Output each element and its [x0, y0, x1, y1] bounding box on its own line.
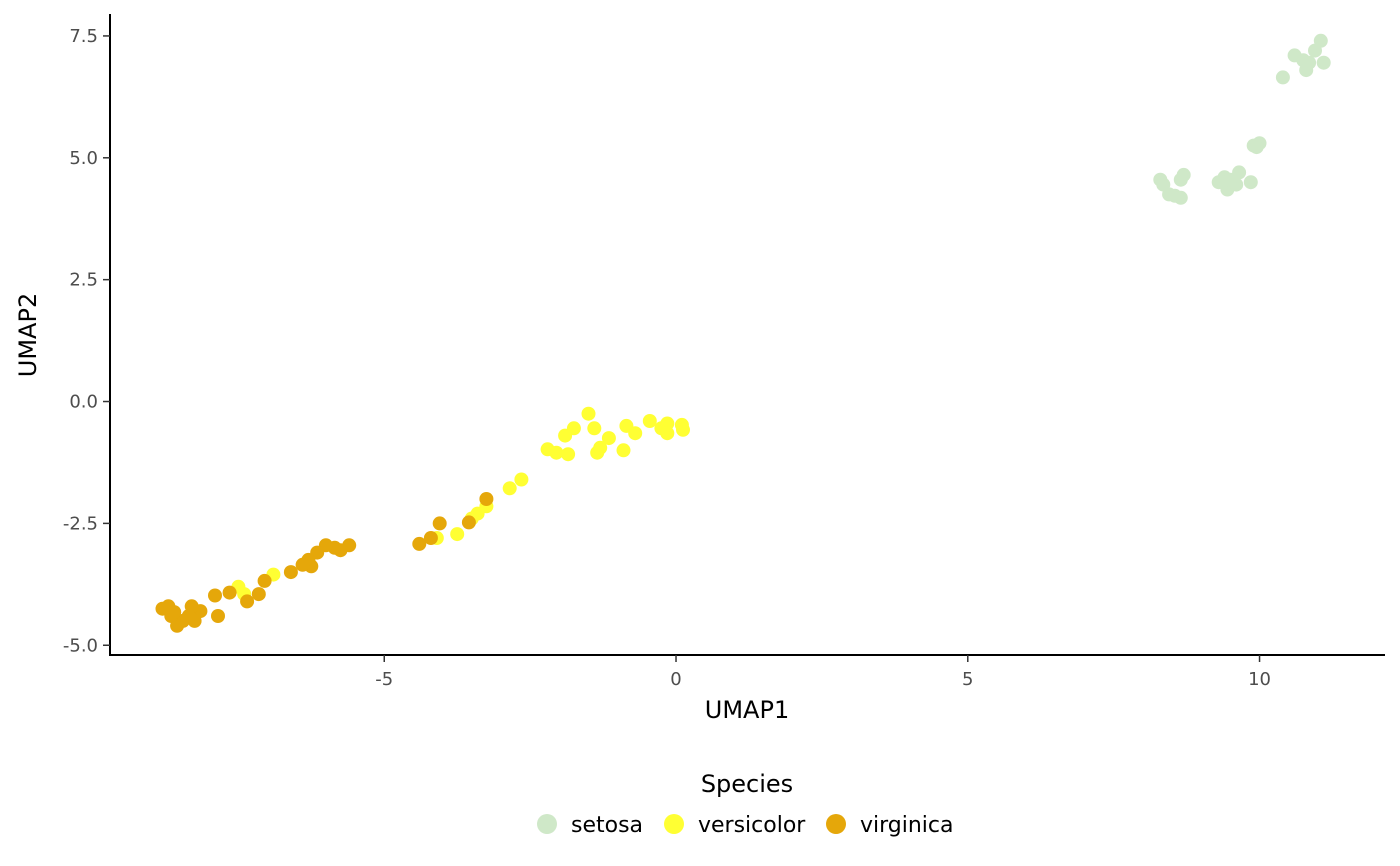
point-versicolor: [561, 447, 576, 462]
legend-item-virginica: virginica: [826, 813, 954, 838]
point-setosa: [1249, 140, 1264, 155]
point-setosa: [1173, 172, 1188, 187]
point-virginica: [222, 585, 237, 600]
legend-label: setosa: [571, 813, 643, 838]
point-virginica: [208, 588, 222, 603]
point-virginica: [295, 557, 310, 572]
point-versicolor: [593, 440, 608, 455]
point-versicolor: [660, 426, 675, 441]
point-setosa: [1223, 172, 1238, 187]
point-setosa: [1173, 190, 1188, 205]
series-virginica: [155, 492, 494, 633]
y-tick-label: 5.0: [69, 148, 98, 169]
legend-item-setosa: setosa: [537, 813, 643, 838]
point-virginica: [251, 587, 266, 602]
legend-swatch: [664, 814, 684, 834]
point-virginica: [167, 605, 182, 620]
x-tick-label: 10: [1248, 669, 1271, 690]
point-versicolor: [450, 527, 465, 542]
axes: -5 0 5 10 -5.0 -2.5 0.0 2.5 5.0 7.5: [63, 14, 1385, 690]
point-virginica: [479, 492, 494, 506]
y-axis-title: UMAP2: [14, 293, 42, 377]
point-setosa: [1275, 70, 1290, 85]
point-versicolor: [502, 481, 517, 496]
legend-label: versicolor: [698, 813, 806, 838]
point-versicolor: [601, 431, 616, 446]
legend-title: Species: [701, 770, 793, 798]
point-virginica: [432, 516, 447, 531]
legend-swatch: [826, 814, 846, 834]
point-virginica: [240, 594, 255, 609]
point-virginica: [283, 565, 298, 580]
y-tick-label: 0.0: [69, 392, 98, 413]
point-setosa: [1243, 175, 1258, 190]
series-versicolor: [231, 406, 690, 602]
point-versicolor: [514, 472, 529, 487]
y-tick-label: 7.5: [69, 26, 98, 47]
point-virginica: [257, 573, 272, 588]
point-setosa: [1299, 63, 1314, 78]
point-virginica: [423, 531, 438, 545]
y-tick-label: 2.5: [69, 270, 98, 291]
y-tick-label: -2.5: [63, 513, 98, 534]
point-versicolor: [676, 422, 690, 437]
point-versicolor: [616, 443, 631, 458]
point-versicolor: [558, 428, 573, 443]
x-tick-label: -5: [375, 669, 393, 690]
legend-label: virginica: [860, 813, 954, 838]
legend: Species setosa versicolor virginica: [537, 770, 954, 838]
point-versicolor: [642, 414, 657, 428]
legend-swatch: [537, 814, 557, 834]
point-virginica: [461, 515, 476, 530]
point-virginica: [211, 609, 225, 623]
x-axis-title: UMAP1: [705, 696, 789, 724]
point-setosa: [1313, 33, 1328, 48]
series-setosa: [1153, 33, 1331, 205]
y-tick-label: -5.0: [63, 635, 98, 656]
point-versicolor: [660, 416, 675, 431]
point-versicolor: [587, 421, 602, 436]
x-tick-label: 5: [962, 669, 973, 690]
legend-items: setosa versicolor virginica: [537, 813, 954, 838]
point-versicolor: [628, 426, 643, 441]
point-versicolor: [549, 445, 564, 460]
x-tick-label: 0: [670, 669, 681, 690]
point-setosa: [1316, 55, 1331, 70]
legend-item-versicolor: versicolor: [664, 813, 806, 838]
point-virginica: [412, 536, 427, 551]
point-versicolor: [581, 406, 596, 421]
points-layer: [155, 33, 1331, 633]
point-virginica: [155, 601, 170, 616]
